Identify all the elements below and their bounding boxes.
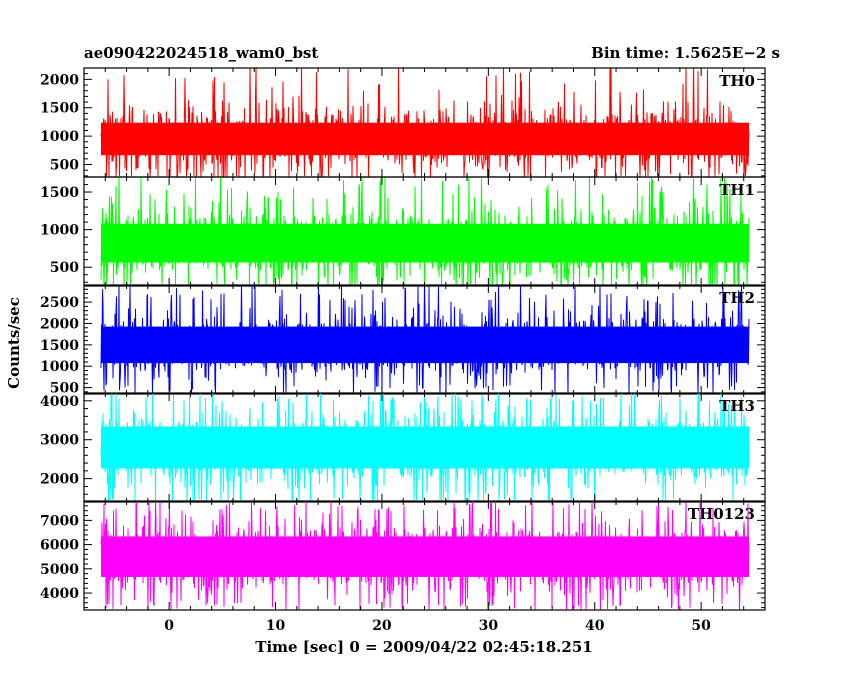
panel-name-th3: TH3 xyxy=(719,397,755,415)
x-tick-label: 30 xyxy=(479,618,499,634)
y-tick-label: 1000 xyxy=(40,129,79,145)
y-tick-label: 6000 xyxy=(40,538,79,554)
y-tick-label: 1500 xyxy=(40,338,79,354)
series-core-th1 xyxy=(101,223,749,263)
x-axis-label: Time [sec] 0 = 2009/04/22 02:45:18.251 xyxy=(255,638,593,656)
panel-th2: 500 1000 1500 2000 2500 TH2 xyxy=(40,284,766,397)
y-tick-label: 4000 xyxy=(40,394,79,410)
series-core-th0 xyxy=(101,122,749,156)
panel-name-th2: TH2 xyxy=(719,289,755,307)
panel-th0: 500 1000 1500 2000 TH0 xyxy=(40,67,766,178)
y-tick-label: 5000 xyxy=(40,562,79,578)
y-tick-label: 7000 xyxy=(40,513,79,529)
y-tick-label: 1500 xyxy=(40,101,79,117)
x-tick-label: 20 xyxy=(372,618,392,634)
y-axis-label: Counts/sec xyxy=(5,297,23,389)
chart-title: ae090422024518_wam0_bst xyxy=(84,44,319,62)
series-th0 xyxy=(100,68,750,177)
y-tick-label: 2000 xyxy=(40,316,79,332)
y-tick-label: 500 xyxy=(50,260,79,276)
y-tick-label: 2500 xyxy=(40,295,79,311)
series-core-th3 xyxy=(101,426,749,469)
panel-name-th0: TH0 xyxy=(719,72,755,90)
y-tick-label: 500 xyxy=(50,158,79,174)
y-tick-label: 4000 xyxy=(40,586,79,602)
panel-name-th0123: TH0123 xyxy=(688,505,755,523)
y-tick-label: 1000 xyxy=(40,359,79,375)
y-tick-label: 500 xyxy=(50,381,79,397)
x-tick-label: 0 xyxy=(164,618,174,634)
y-tick-label: 1500 xyxy=(40,185,79,201)
x-tick-label: 50 xyxy=(691,618,711,634)
x-tick-label: 40 xyxy=(585,618,605,634)
panel-th3: 2000 3000 4000 TH3 xyxy=(40,392,766,503)
panel-th0123: 4000 5000 6000 7000 TH0123 xyxy=(40,500,766,611)
bin-time-label: Bin time: 1.5625E−2 s xyxy=(591,44,780,62)
series-core-th0123 xyxy=(101,536,749,577)
y-tick-label: 3000 xyxy=(40,433,79,449)
y-tick-label: 2000 xyxy=(40,72,79,88)
series-core-th2 xyxy=(101,326,749,364)
x-tick-label: 10 xyxy=(266,618,286,634)
y-tick-label: 2000 xyxy=(40,472,79,488)
y-tick-label: 1000 xyxy=(40,223,79,239)
panel-name-th1: TH1 xyxy=(719,181,755,199)
panel-th1: 500 1000 1500 TH1 xyxy=(40,176,766,287)
